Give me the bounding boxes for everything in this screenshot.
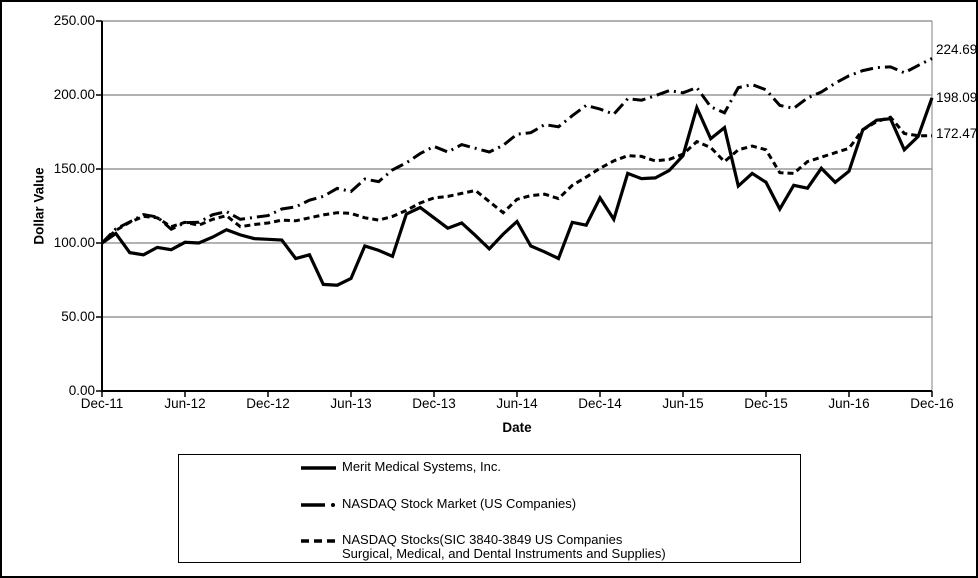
sic-index-line (100, 115, 932, 245)
y-tick-label-200.00: 200.00 (53, 87, 95, 102)
x-tick-label-Jun-16: Jun-16 (828, 396, 870, 411)
end-value-label-172.47: 172.47 (936, 125, 978, 141)
y-tick-label-50.00: 50.00 (61, 309, 95, 324)
merit-line (101, 97, 934, 287)
x-tick-label-Dec-15: Dec-15 (744, 396, 788, 411)
y-axis-title: Dollar Value (31, 167, 47, 245)
end-value-label-224.69: 224.69 (936, 42, 978, 58)
y-tick-label-0.00: 0.00 (68, 383, 95, 398)
solid-line-swatch (301, 466, 336, 470)
legend-label-nasdaq: NASDAQ Stock Market (US Companies) (342, 496, 577, 511)
legend-item-nasdaq: NASDAQ Stock Market (US Companies) (299, 497, 576, 511)
x-tick-label-Dec-14: Dec-14 (578, 396, 622, 411)
legend-label-merit: Merit Medical Systems, Inc. (342, 459, 501, 474)
legend-label-sic-line2: Surgical, Medical, and Dental Instrument… (342, 546, 666, 561)
x-axis-title: Date (502, 420, 532, 435)
legend-item-merit: Merit Medical Systems, Inc. (299, 460, 501, 474)
x-tick-label-Jun-14: Jun-14 (496, 396, 538, 411)
y-tick-label-250.00: 250.00 (53, 13, 95, 28)
long-dash-dot-line-swatch (301, 503, 335, 507)
nasdaq-market-line (100, 57, 933, 245)
legend-box: Merit Medical Systems, Inc. NASDAQ Stock… (178, 454, 801, 563)
end-value-label-198.09: 198.09 (936, 89, 978, 105)
x-tick-label-Dec-11: Dec-11 (80, 396, 124, 411)
x-tick-label-Dec-13: Dec-13 (412, 396, 456, 411)
x-tick-label-Jun-13: Jun-13 (330, 396, 372, 411)
legend-item-sic: NASDAQ Stocks(SIC 3840-3849 US Companies… (299, 533, 666, 561)
x-tick-label-Dec-16: Dec-16 (910, 396, 954, 411)
y-tick-label-150.00: 150.00 (53, 161, 95, 176)
x-tick-label-Jun-15: Jun-15 (662, 396, 704, 411)
legend-label-sic-line1: NASDAQ Stocks(SIC 3840-3849 US Companies (342, 532, 623, 547)
y-tick-label-100.00: 100.00 (53, 235, 95, 250)
x-tick-label-Dec-12: Dec-12 (246, 396, 290, 411)
short-dash-line-swatch (301, 539, 337, 543)
x-tick-label-Jun-12: Jun-12 (164, 396, 206, 411)
